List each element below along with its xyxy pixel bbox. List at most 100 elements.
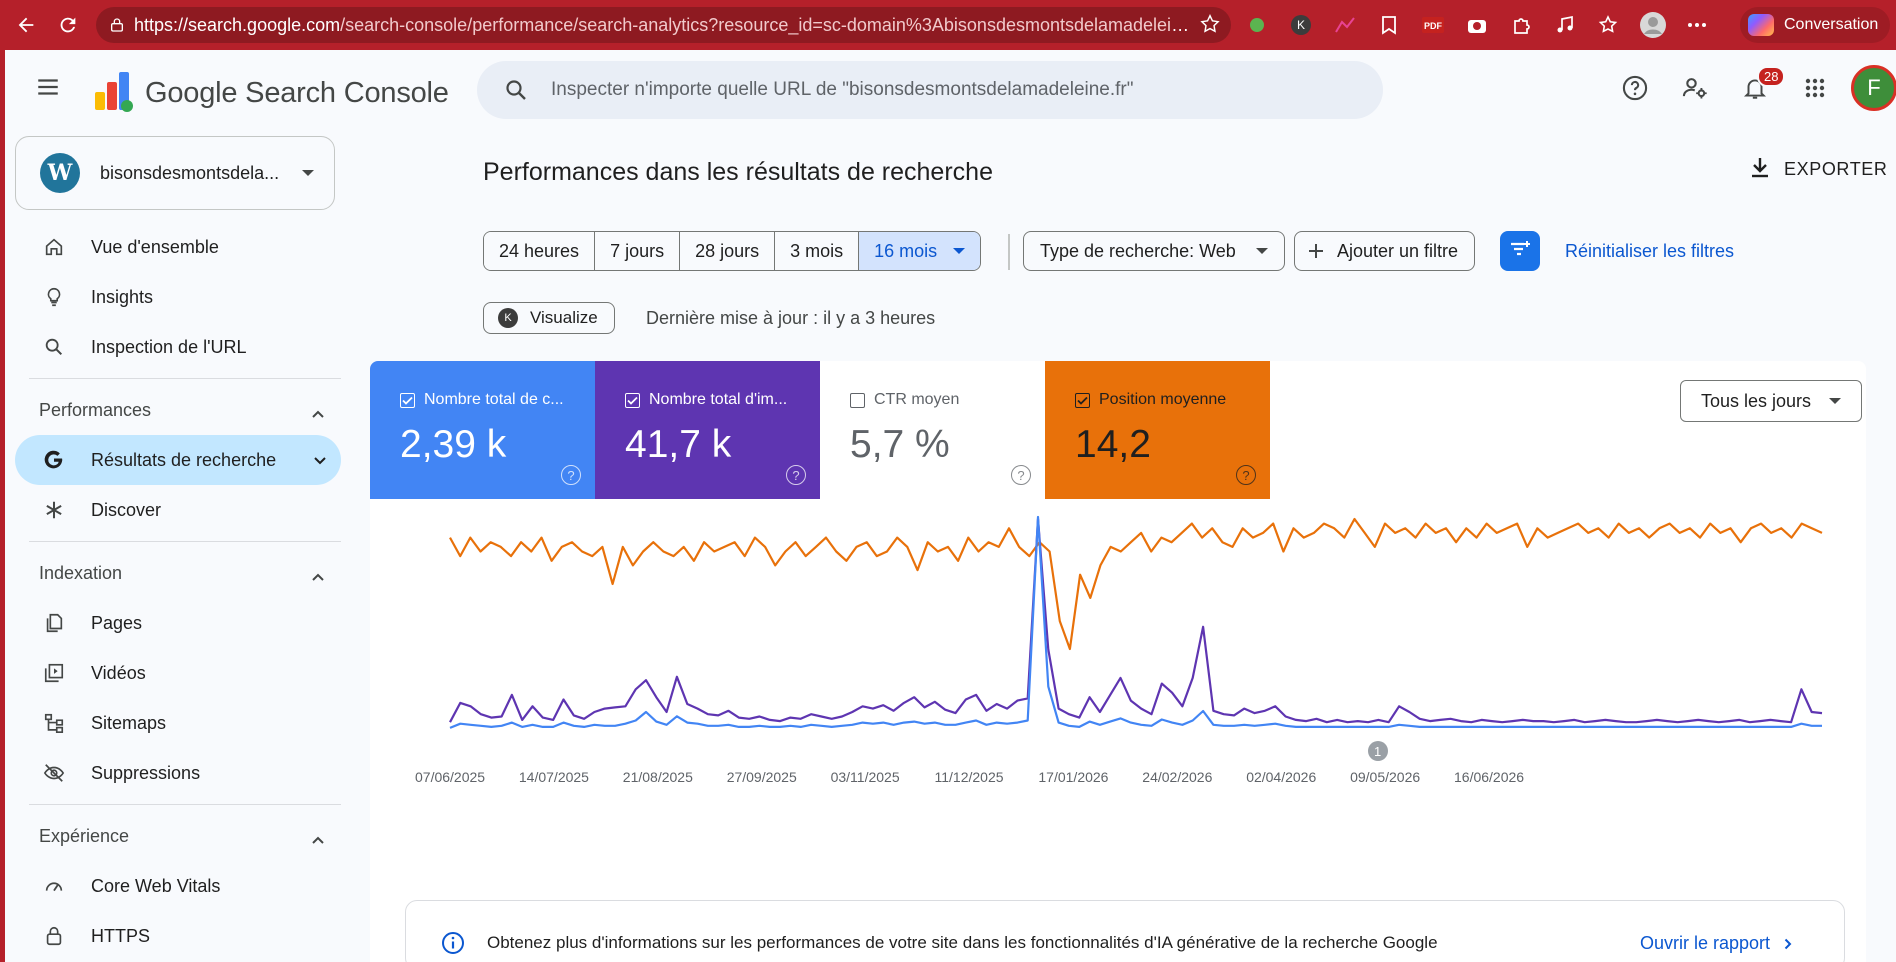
star-icon[interactable]	[1199, 13, 1223, 37]
metric-position[interactable]: Position moyenne 14,2 ?	[1045, 361, 1270, 499]
date-range-selector: 24 heures 7 jours 28 jours 3 mois 16 moi…	[483, 231, 982, 271]
metric-impressions[interactable]: Nombre total d'im... 41,7 k ?	[595, 361, 820, 499]
bookmark-icon[interactable]	[1372, 8, 1406, 42]
export-button[interactable]: EXPORTER	[1750, 156, 1888, 183]
x-tick-label: 21/08/2025	[623, 769, 693, 785]
add-filter-button[interactable]: Ajouter un filtre	[1294, 231, 1476, 271]
extension-chart-icon[interactable]	[1328, 8, 1362, 42]
camera-icon[interactable]	[1460, 8, 1494, 42]
sidebar-item-search-results[interactable]: Résultats de recherche	[15, 435, 341, 485]
visualize-button[interactable]: K Visualize	[483, 302, 615, 334]
chevron-up-icon	[311, 566, 325, 587]
metric-label: Position moyenne	[1075, 391, 1260, 409]
sidebar-item-sitemaps[interactable]: Sitemaps	[15, 698, 341, 748]
ai-info-banner: Obtenez plus d'informations sur les perf…	[405, 900, 1845, 962]
search-icon	[501, 75, 531, 105]
section-experience[interactable]: Expérience	[15, 811, 341, 861]
range-24h[interactable]: 24 heures	[484, 232, 596, 270]
more-icon[interactable]	[1680, 8, 1714, 42]
days-aggregation-select[interactable]: Tous les jours	[1680, 380, 1862, 422]
apps-grid-icon[interactable]	[1791, 64, 1839, 112]
music-icon[interactable]	[1548, 8, 1582, 42]
help-icon[interactable]	[1611, 64, 1659, 112]
address-bar[interactable]: https://search.google.com/search-console…	[96, 7, 1231, 43]
metric-clicks-value: 2,39 k	[400, 423, 507, 466]
extension-green-icon[interactable]	[1240, 8, 1274, 42]
sidebar-item-label: HTTPS	[91, 925, 151, 946]
notifications-icon[interactable]: 28	[1731, 64, 1786, 112]
chevron-down-icon	[953, 248, 966, 254]
range-16m[interactable]: 16 mois	[859, 232, 981, 270]
x-tick-label: 16/06/2026	[1454, 769, 1524, 785]
sidebar-item-overview[interactable]: Vue d'ensemble	[15, 222, 341, 272]
sidebar-nav: Vue d'ensemble Insights Inspection de l'…	[15, 222, 341, 961]
checkbox-checked-icon[interactable]	[1075, 392, 1090, 408]
last-update-text: Dernière mise à jour : il y a 3 heures	[646, 308, 936, 328]
metric-impressions-value: 41,7 k	[625, 423, 732, 466]
pdf-icon[interactable]: PDF	[1416, 8, 1450, 42]
help-icon[interactable]: ?	[786, 465, 806, 485]
browser-toolbar: https://search.google.com/search-console…	[0, 0, 1896, 50]
help-icon[interactable]: ?	[561, 465, 581, 485]
section-indexation[interactable]: Indexation	[15, 548, 341, 598]
annotation-marker[interactable]: 1	[1368, 741, 1388, 761]
checkbox-unchecked-icon[interactable]	[850, 392, 865, 408]
user-settings-icon[interactable]	[1671, 64, 1719, 112]
menu-icon[interactable]	[35, 74, 67, 106]
metric-position-value: 14,2	[1075, 423, 1151, 466]
gauge-icon	[41, 873, 67, 899]
metric-ctr-label: CTR moyen	[874, 391, 960, 408]
property-selector[interactable]: W bisonsdesmontsdela...	[15, 136, 335, 210]
site-info-icon[interactable]	[108, 16, 126, 34]
conversation-button[interactable]: Conversation	[1740, 7, 1891, 43]
metric-position-label: Position moyenne	[1099, 391, 1227, 408]
open-report-link[interactable]: Ouvrir le rapport	[1640, 933, 1792, 954]
sidebar-item-core-web-vitals[interactable]: Core Web Vitals	[15, 861, 341, 911]
asterisk-icon	[41, 497, 67, 523]
search-type-filter[interactable]: Type de recherche: Web	[1023, 231, 1285, 271]
reset-filters-link[interactable]: Réinitialiser les filtres	[1565, 241, 1735, 261]
checkbox-checked-icon[interactable]	[625, 392, 640, 408]
range-7d[interactable]: 7 jours	[595, 232, 681, 270]
url-text[interactable]: https://search.google.com/search-console…	[134, 14, 1194, 35]
metric-ctr[interactable]: CTR moyen 5,7 % ?	[820, 361, 1045, 499]
back-icon[interactable]	[10, 9, 42, 41]
series-line-impressions	[449, 517, 1823, 724]
pages-icon	[41, 610, 67, 636]
sidebar-item-label: Sitemaps	[91, 712, 167, 733]
puzzle-icon[interactable]	[1504, 8, 1538, 42]
x-tick-label: 11/12/2025	[935, 769, 1004, 785]
metric-clicks[interactable]: Nombre total de c... 2,39 k ?	[370, 361, 595, 499]
range-3m[interactable]: 3 mois	[775, 232, 860, 270]
help-icon[interactable]: ?	[1011, 465, 1031, 485]
account-avatar[interactable]: F	[1851, 65, 1896, 111]
section-performances[interactable]: Performances	[15, 385, 341, 435]
extension-k-icon[interactable]: K	[1284, 8, 1318, 42]
sidebar-item-pages[interactable]: Pages	[15, 598, 341, 648]
url-inspection-search[interactable]	[477, 61, 1383, 119]
sidebar-item-insights[interactable]: Insights	[15, 272, 341, 322]
favorites-icon[interactable]	[1592, 8, 1626, 42]
search-input[interactable]	[551, 79, 1351, 101]
reload-icon[interactable]	[52, 9, 84, 41]
sitemap-icon	[41, 710, 67, 736]
profile-icon[interactable]	[1636, 8, 1670, 42]
info-banner-text: Obtenez plus d'informations sur les perf…	[487, 933, 1438, 952]
metric-clicks-label: Nombre total de c...	[424, 391, 564, 408]
sidebar-item-videos[interactable]: Vidéos	[15, 648, 341, 698]
x-tick-label: 27/09/2025	[727, 769, 797, 785]
search-console-logo-icon	[91, 68, 137, 119]
product-name[interactable]: Google Search Console	[145, 77, 449, 109]
sidebar-item-url-inspection[interactable]: Inspection de l'URL	[15, 322, 341, 372]
home-icon	[41, 234, 67, 260]
sidebar-item-discover[interactable]: Discover	[15, 485, 341, 535]
checkbox-checked-icon[interactable]	[400, 392, 415, 408]
chevron-down-icon	[1829, 398, 1842, 404]
range-28d[interactable]: 28 jours	[680, 232, 776, 270]
sidebar-item-https[interactable]: HTTPS	[15, 911, 341, 961]
sidebar-item-removals[interactable]: Suppressions	[15, 748, 341, 798]
help-icon[interactable]: ?	[1236, 465, 1256, 485]
filter-settings-button[interactable]	[1500, 231, 1540, 271]
sidebar-item-label: Vue d'ensemble	[91, 236, 219, 257]
svg-text:K: K	[1297, 18, 1305, 32]
